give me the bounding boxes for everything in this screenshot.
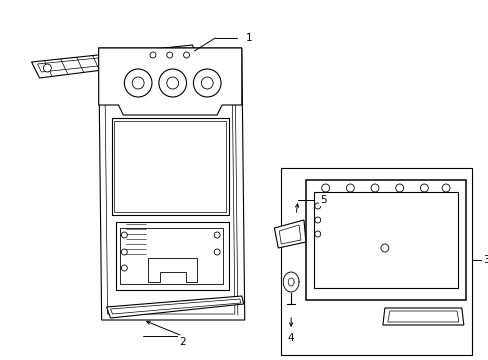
Polygon shape: [283, 272, 299, 292]
Circle shape: [132, 77, 144, 89]
Text: 5: 5: [320, 195, 326, 205]
Circle shape: [370, 184, 378, 192]
Circle shape: [166, 52, 172, 58]
Polygon shape: [313, 192, 457, 288]
Text: 3: 3: [482, 255, 488, 265]
Polygon shape: [99, 48, 241, 115]
Polygon shape: [106, 296, 243, 318]
Circle shape: [166, 77, 178, 89]
Text: 2: 2: [179, 337, 185, 347]
Circle shape: [314, 203, 320, 209]
Circle shape: [124, 69, 152, 97]
Circle shape: [121, 265, 127, 271]
Circle shape: [201, 77, 213, 89]
Circle shape: [321, 184, 329, 192]
Circle shape: [380, 244, 388, 252]
Circle shape: [346, 184, 354, 192]
Circle shape: [441, 184, 449, 192]
Circle shape: [395, 184, 403, 192]
Circle shape: [314, 231, 320, 237]
Circle shape: [121, 249, 127, 255]
Circle shape: [214, 232, 220, 238]
Circle shape: [159, 69, 186, 97]
Polygon shape: [382, 308, 463, 325]
Circle shape: [193, 69, 221, 97]
Circle shape: [150, 52, 156, 58]
Polygon shape: [305, 180, 465, 300]
Circle shape: [214, 249, 220, 255]
Circle shape: [43, 64, 51, 72]
Polygon shape: [274, 220, 305, 248]
Circle shape: [420, 184, 427, 192]
Polygon shape: [99, 48, 244, 320]
Circle shape: [183, 52, 189, 58]
Text: 4: 4: [287, 333, 294, 343]
Polygon shape: [148, 258, 197, 282]
Polygon shape: [116, 222, 228, 290]
Polygon shape: [111, 118, 228, 215]
Polygon shape: [281, 168, 471, 355]
Circle shape: [121, 232, 127, 238]
Circle shape: [314, 217, 320, 223]
Text: 1: 1: [245, 33, 251, 43]
Polygon shape: [32, 45, 197, 78]
